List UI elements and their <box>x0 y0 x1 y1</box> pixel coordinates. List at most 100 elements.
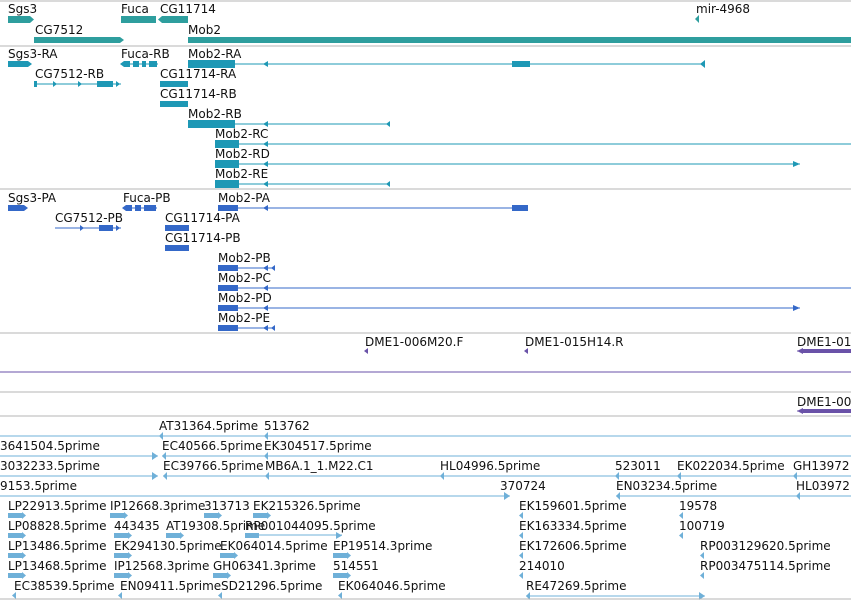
gene-feature-cg11714[interactable]: CG11714 <box>158 2 216 23</box>
protein-cg11714-pb[interactable]: CG11714-PB <box>165 231 241 251</box>
est-313713[interactable]: 313713 <box>204 499 250 519</box>
est-label: IP12568.3prime <box>114 559 209 573</box>
est-label: LP08828.5prime <box>8 519 107 533</box>
est-label: EP19514.3prime <box>333 539 432 553</box>
est-label: 523011 <box>615 459 661 473</box>
transcript-fuca-rb[interactable]: Fuca-RB <box>120 47 170 67</box>
gene-feature-mob2[interactable]: Mob2 <box>188 23 851 43</box>
est-ip12568[interactable]: IP12568.3prime <box>114 559 209 579</box>
est-ek304517[interactable]: EK304517.5prime <box>264 439 372 460</box>
est-lp13468[interactable]: LP13468.5prime <box>8 559 107 579</box>
est-rp003475114[interactable]: RP003475114.5prime <box>700 559 831 579</box>
est-mb6a[interactable]: MB6A.1_1.M22.C1 <box>265 459 374 480</box>
gene-feature-mir-4968[interactable]: mir-4968 <box>695 2 750 23</box>
gene-feature-sgs3[interactable]: Sgs3 <box>8 2 37 23</box>
est-label: EK172606.5prime <box>519 539 627 553</box>
est-513762[interactable]: 513762 <box>264 419 310 440</box>
est-ek064014[interactable]: EK064014.5prime <box>220 539 328 559</box>
clone-label: DME1-00 <box>797 395 851 409</box>
transcript-cg11714-rb[interactable]: CG11714-RB <box>160 87 237 107</box>
est-gh13972[interactable]: GH13972 <box>793 459 850 480</box>
transcript-mob2-rd[interactable]: Mob2-RD <box>215 147 800 168</box>
est-9153[interactable]: 9153.5prime <box>0 479 510 500</box>
est-sd21296[interactable]: SD21296.5prime <box>218 579 322 599</box>
est-label: EK215326.5prime <box>253 499 361 513</box>
est-ek172606[interactable]: EK172606.5prime <box>519 539 627 559</box>
protein-mob2-pa[interactable]: Mob2-PA <box>218 191 528 211</box>
clone-dme1-01[interactable]: DME1-01 <box>797 335 851 354</box>
est-ep19514[interactable]: EP19514.3prime <box>333 539 432 559</box>
est-rp003129620[interactable]: RP003129620.5prime <box>700 539 831 559</box>
est-ek064046[interactable]: EK064046.5prime <box>338 579 446 599</box>
est-ek215326[interactable]: EK215326.5prime <box>253 499 361 519</box>
est-en03234[interactable]: EN03234.5prime <box>616 479 851 500</box>
protein-mob2-pe[interactable]: Mob2-PE <box>218 311 275 331</box>
est-gh06341[interactable]: GH06341.3prime <box>213 559 316 579</box>
est-19578[interactable]: 19578 <box>679 499 717 519</box>
protein-fuca-pb[interactable]: Fuca-PB <box>122 191 171 211</box>
est-ek159601[interactable]: EK159601.5prime <box>519 499 627 519</box>
est-label: EC40566.5prime <box>162 439 263 453</box>
est-at19308[interactable]: AT19308.5prime <box>166 519 265 539</box>
clone-dme1-006m20-f[interactable]: DME1-006M20.F <box>364 335 463 354</box>
est-lp13486[interactable]: LP13486.5prime <box>8 539 107 559</box>
protein-mob2-pd[interactable]: Mob2-PD <box>218 291 800 311</box>
est-rp001044095[interactable]: RP001044095.5prime <box>245 519 376 539</box>
protein-mob2-pc[interactable]: Mob2-PC <box>218 271 851 291</box>
clone-dme1-015h14-r[interactable]: DME1-015H14.R <box>524 335 624 354</box>
est-443435[interactable]: 443435 <box>114 519 160 539</box>
est-en09411[interactable]: EN09411.5prime <box>118 579 221 599</box>
est-label: EK163334.5prime <box>519 519 627 533</box>
est-label: 214010 <box>519 559 565 573</box>
transcript-mob2-rc[interactable]: Mob2-RC <box>215 127 851 148</box>
est-370724[interactable]: 370724 <box>500 479 546 493</box>
est-ec40566[interactable]: EC40566.5prime <box>162 439 851 460</box>
est-ek294130[interactable]: EK294130.5prime <box>114 539 222 559</box>
protein-cg7512-pb[interactable]: CG7512-PB <box>55 211 123 231</box>
est-ec39766[interactable]: EC39766.5prime <box>163 459 851 480</box>
gene-label: Mob2 <box>188 23 221 37</box>
gene-feature-cg7512[interactable]: CG7512 <box>34 23 124 43</box>
est-at31364[interactable]: AT31364.5prime <box>0 419 851 440</box>
est-514551[interactable]: 514551 <box>333 559 379 579</box>
est-100719[interactable]: 100719 <box>679 519 725 539</box>
clone-dme1-00[interactable]: DME1-00 <box>797 395 851 414</box>
gene-feature-fuca[interactable]: Fuca <box>121 2 156 23</box>
est-3641504[interactable]: 3641504.5prime <box>0 439 158 460</box>
clones-track: DME1-006M20.F DME1-015H14.R DME1-01 DME1… <box>0 332 851 414</box>
protein-label: Mob2-PE <box>218 311 270 325</box>
est-label: EK064046.5prime <box>338 579 446 593</box>
transcript-sgs3-ra[interactable]: Sgs3-RA <box>8 47 58 67</box>
est-ip12668[interactable]: IP12668.3prime <box>110 499 205 519</box>
protein-sgs3-pa[interactable]: Sgs3-PA <box>8 191 57 211</box>
est-ec38539[interactable]: EC38539.5prime <box>12 579 115 599</box>
est-ek163334[interactable]: EK163334.5prime <box>519 519 627 539</box>
est-hl03972[interactable]: HL03972 <box>796 479 850 500</box>
transcript-label: CG11714-RA <box>160 67 237 81</box>
est-re47269[interactable]: RE47269.5prime <box>526 579 705 600</box>
est-label: GH06341.3prime <box>213 559 316 573</box>
gene-label: mir-4968 <box>696 2 750 16</box>
transcript-cg11714-ra[interactable]: CG11714-RA <box>160 67 237 87</box>
transcript-mob2-ra[interactable]: Mob2-RA <box>188 47 705 68</box>
ests-track: AT31364.5prime 513762 3641504.5prime EC4… <box>0 415 851 600</box>
est-ek022034[interactable]: EK022034.5prime <box>677 459 785 480</box>
est-214010[interactable]: 214010 <box>519 559 565 579</box>
transcript-mob2-re[interactable]: Mob2-RE <box>215 167 390 188</box>
est-label: EN03234.5prime <box>616 479 717 493</box>
est-hl04996[interactable]: HL04996.5prime <box>440 459 540 480</box>
est-3032233[interactable]: 3032233.5prime <box>0 459 158 480</box>
transcript-label: Mob2-RA <box>188 47 242 61</box>
protein-cg11714-pa[interactable]: CG11714-PA <box>165 211 241 231</box>
transcript-mob2-rb[interactable]: Mob2-RB <box>188 107 390 128</box>
est-lp08828[interactable]: LP08828.5prime <box>8 519 107 539</box>
est-label: RP001044095.5prime <box>245 519 376 533</box>
protein-mob2-pb[interactable]: Mob2-PB <box>218 251 275 271</box>
genes-track: Sgs3 Fuca CG11714 mir-4968 CG7512 Mob2 <box>0 0 851 43</box>
est-lp22913[interactable]: LP22913.5prime <box>8 499 107 519</box>
est-523011[interactable]: 523011 <box>615 459 661 480</box>
est-label: EK064014.5prime <box>220 539 328 553</box>
protein-label: Mob2-PC <box>218 271 271 285</box>
transcript-cg7512-rb[interactable]: CG7512-RB <box>34 67 121 87</box>
gene-label: CG11714 <box>160 2 216 16</box>
